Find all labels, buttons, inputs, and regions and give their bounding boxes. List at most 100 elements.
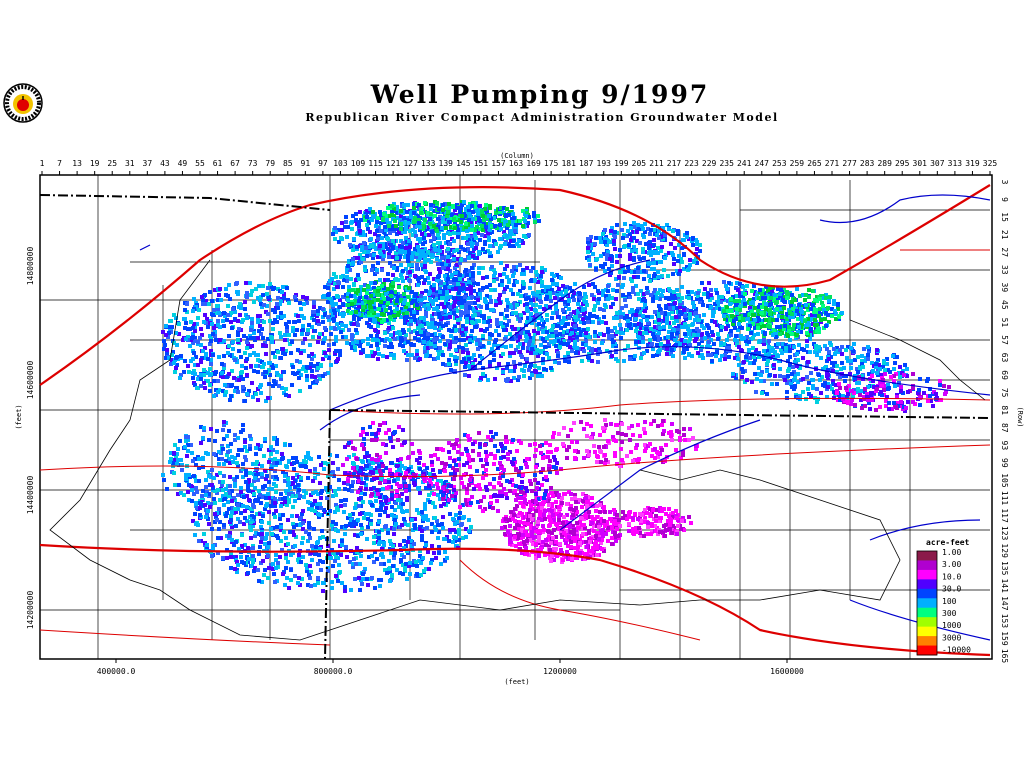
pumping-cell: [779, 348, 783, 352]
pumping-cell: [250, 317, 254, 321]
pumping-cell: [753, 326, 757, 330]
pumping-cell: [210, 299, 214, 303]
pumping-cell: [411, 563, 415, 567]
pumping-cell: [454, 362, 458, 366]
pumping-cell: [562, 330, 566, 334]
pumping-cell: [313, 476, 317, 480]
pumping-cell: [252, 492, 256, 496]
pumping-cell: [174, 316, 178, 320]
pumping-cell: [567, 316, 571, 320]
pumping-cell: [700, 353, 704, 357]
pumping-cell: [247, 389, 251, 393]
pumping-cell: [602, 315, 606, 319]
pumping-cell: [521, 268, 525, 272]
pumping-cell: [423, 506, 427, 510]
pumping-cell: [356, 256, 360, 260]
pumping-cell: [552, 291, 556, 295]
pumping-cell: [233, 310, 237, 314]
pumping-cell: [203, 346, 207, 350]
pumping-cell: [433, 516, 437, 520]
pumping-cell: [329, 326, 333, 330]
pumping-cell: [434, 528, 438, 532]
pumping-cell: [283, 500, 287, 504]
pumping-cell: [590, 293, 594, 297]
pumping-cell: [337, 487, 341, 491]
pumping-cell: [303, 464, 307, 468]
pumping-cell: [369, 466, 373, 470]
pumping-cell: [313, 499, 317, 503]
pumping-cell: [215, 304, 219, 308]
pumping-cell: [258, 324, 262, 328]
pumping-cell: [467, 374, 471, 378]
pumping-cell: [505, 264, 509, 268]
pumping-cell: [227, 534, 231, 538]
pumping-cell: [325, 496, 329, 500]
pumping-cell: [202, 426, 206, 430]
pumping-cell: [417, 527, 421, 531]
pumping-cell: [557, 315, 561, 319]
pumping-cell: [212, 308, 216, 312]
pumping-cell: [433, 344, 437, 348]
pumping-cell: [229, 320, 233, 324]
pumping-cell: [516, 339, 520, 343]
pumping-cell: [366, 517, 370, 521]
pumping-cell: [370, 300, 374, 304]
pumping-cell: [387, 321, 391, 325]
pumping-cell: [168, 319, 172, 323]
pumping-cell: [351, 257, 355, 261]
pumping-cell: [600, 320, 604, 324]
pumping-cell: [252, 300, 256, 304]
pumping-cell: [196, 363, 200, 367]
pumping-cell: [392, 527, 396, 531]
pumping-cell: [506, 304, 510, 308]
pumping-cell: [223, 393, 227, 397]
pumping-cell: [542, 307, 546, 311]
pumping-cell: [390, 573, 394, 577]
pumping-cell: [282, 296, 286, 300]
pumping-cell: [567, 299, 571, 303]
pumping-cell: [615, 316, 619, 320]
pumping-cell: [226, 351, 230, 355]
pumping-cell: [653, 337, 657, 341]
pumping-cell: [237, 547, 241, 551]
pumping-cell: [517, 375, 521, 379]
pumping-cell: [688, 343, 692, 347]
pumping-cell: [216, 319, 220, 323]
pumping-cell: [259, 302, 263, 306]
pumping-cell: [310, 374, 314, 378]
pumping-cell: [566, 351, 570, 355]
pumping-cell: [182, 493, 186, 497]
pumping-cell: [251, 560, 255, 564]
pumping-cell: [193, 329, 197, 333]
pumping-cell: [457, 345, 461, 349]
pumping-cell: [285, 325, 289, 329]
pumping-cell: [437, 312, 441, 316]
pumping-cell: [668, 306, 672, 310]
pumping-cell: [256, 398, 260, 402]
pumping-cell: [653, 288, 657, 292]
pumping-cell: [467, 296, 471, 300]
pumping-cell: [334, 493, 338, 497]
pumping-cell: [758, 339, 762, 343]
pumping-cell: [274, 566, 278, 570]
pumping-cell: [361, 511, 365, 515]
pumping-cell: [403, 321, 407, 325]
pumping-cell: [703, 287, 707, 291]
pumping-cell: [554, 304, 558, 308]
pumping-cell: [485, 294, 489, 298]
pumping-cell: [525, 302, 529, 306]
pumping-cell: [347, 306, 351, 310]
pumping-cell: [209, 358, 213, 362]
pumping-cell: [293, 499, 297, 503]
pumping-cell: [254, 446, 258, 450]
pumping-cell: [304, 530, 308, 534]
pumping-cell: [371, 256, 375, 260]
pumping-cell: [293, 295, 297, 299]
pumping-cell: [637, 313, 641, 317]
pumping-cell: [326, 286, 330, 290]
pumping-cell: [192, 474, 196, 478]
pumping-cell: [275, 525, 279, 529]
pumping-cell: [560, 321, 564, 325]
pumping-cell: [376, 289, 380, 293]
pumping-cell: [443, 537, 447, 541]
